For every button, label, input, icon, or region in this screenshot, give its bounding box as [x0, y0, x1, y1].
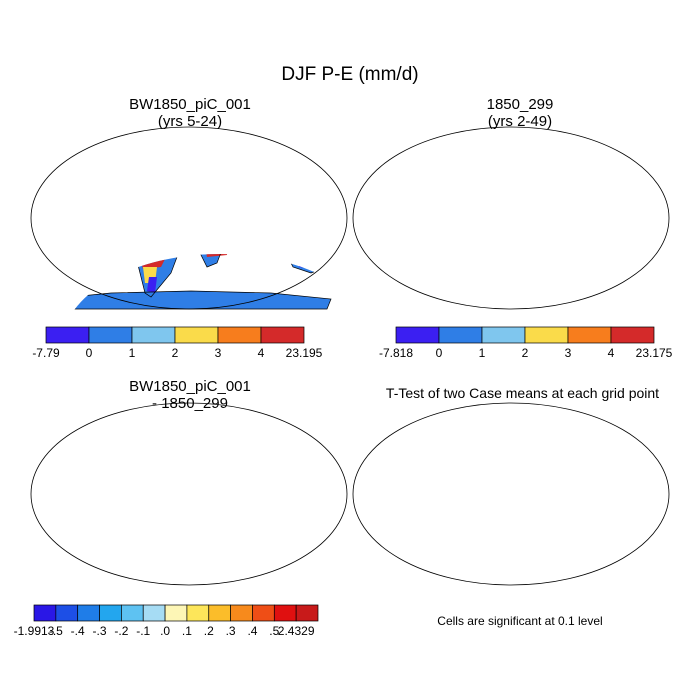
colorbar-tick-label: 1: [129, 346, 136, 360]
colorbar-tick-label: 3: [215, 346, 222, 360]
colorbar-swatch: [131, 326, 176, 344]
colorbar-tick-label: .5: [269, 624, 279, 638]
colorbar-tick-label: -7.79: [32, 346, 60, 360]
colorbar-case2: -7.818 0 1 2 3 4 23.175: [379, 326, 673, 360]
colorbar-swatch: [217, 326, 262, 344]
figure-title: DJF P-E (mm/d): [281, 64, 419, 85]
panel-4-title: T-Test of two Case means at each grid po…: [385, 385, 660, 401]
colorbar-tick-label: 0: [436, 346, 443, 360]
map-panel-difference: [30, 402, 348, 586]
colorbar-swatch: [610, 326, 655, 344]
colorbar-swatch: [524, 326, 569, 344]
colorbar-tick-label: -.1: [136, 624, 150, 638]
colorbar-tick-label: -.2: [114, 624, 128, 638]
colorbar-tick-label: 3: [565, 346, 572, 360]
colorbar-tick-label: 1: [479, 346, 486, 360]
colorbar-swatch: [295, 604, 319, 622]
colorbar-tick-label: .0: [160, 624, 170, 638]
colorbar-tick-label: 2: [522, 346, 529, 360]
colorbar-swatch: [438, 326, 483, 344]
colorbar-case1: -7.79 0 1 2 3 4 23.195: [32, 326, 323, 360]
colorbar-tick-label: 2: [172, 346, 179, 360]
colorbar-tick-label: 23.195: [286, 346, 323, 360]
colorbar-tick-label: -7.818: [379, 346, 413, 360]
panel-1-title: BW1850_piC_001: [129, 96, 251, 113]
colorbar-swatch: [208, 604, 231, 622]
map-panel-case1: [30, 126, 348, 310]
colorbar-swatch: [186, 604, 210, 622]
significance-note: Cells are significant at 0.1 level: [437, 614, 603, 628]
colorbar-swatch: [142, 604, 166, 622]
colorbar-swatch: [88, 326, 133, 344]
colorbar-tick-label: -.3: [93, 624, 107, 638]
colorbar-tick-label: -.5: [49, 624, 63, 638]
colorbar-tick-label: -1.9913: [14, 624, 55, 638]
colorbar-swatch: [481, 326, 526, 344]
colorbar-tick-label: 0: [86, 346, 93, 360]
map-panel-ttest: [352, 402, 670, 586]
colorbar-swatch: [164, 604, 188, 622]
significant-cells: [413, 425, 647, 579]
colorbar-swatch: [77, 604, 100, 622]
colorbar-tick-label: 4: [258, 346, 265, 360]
colorbar-difference: -1.9913-.5 -.4 -.3 -.2 -.1 .0 .1 .2 .3 .4 .52.4329: [14, 604, 319, 638]
colorbar-tick-label: .3: [226, 624, 236, 638]
colorbar-swatch: [395, 326, 440, 344]
colorbar-swatch: [174, 326, 219, 344]
colorbar-swatch: [260, 326, 305, 344]
panel-3-title: BW1850_piC_001: [129, 378, 251, 395]
colorbar-swatch: [230, 604, 253, 622]
colorbar-swatch: [99, 604, 122, 622]
colorbar-tick-label: .2: [204, 624, 214, 638]
colorbar-swatch: [55, 604, 79, 622]
colorbar-tick-label: 2.4329: [278, 624, 315, 638]
colorbar-tick-label: .4: [247, 624, 257, 638]
panel-3-subtitle: - 1850_299: [152, 395, 228, 412]
colorbar-tick-label: 23.175: [636, 346, 673, 360]
panel-2-title: 1850_299: [486, 96, 554, 113]
colorbar-swatch: [121, 604, 144, 622]
panel-2-subtitle: (yrs 2-49): [487, 113, 553, 130]
colorbar-tick-label: 4: [608, 346, 615, 360]
colorbar-tick-label: -.4: [71, 624, 85, 638]
colorbar-swatch: [252, 604, 275, 622]
colorbar-tick-label: .1: [182, 624, 192, 638]
panel-1-subtitle: (yrs 5-24): [157, 113, 223, 130]
colorbar-swatch: [45, 326, 90, 344]
colorbar-swatch: [567, 326, 612, 344]
map-panel-case2: [352, 126, 670, 310]
colorbar-swatch: [33, 604, 57, 622]
colorbar-swatch: [273, 604, 297, 622]
